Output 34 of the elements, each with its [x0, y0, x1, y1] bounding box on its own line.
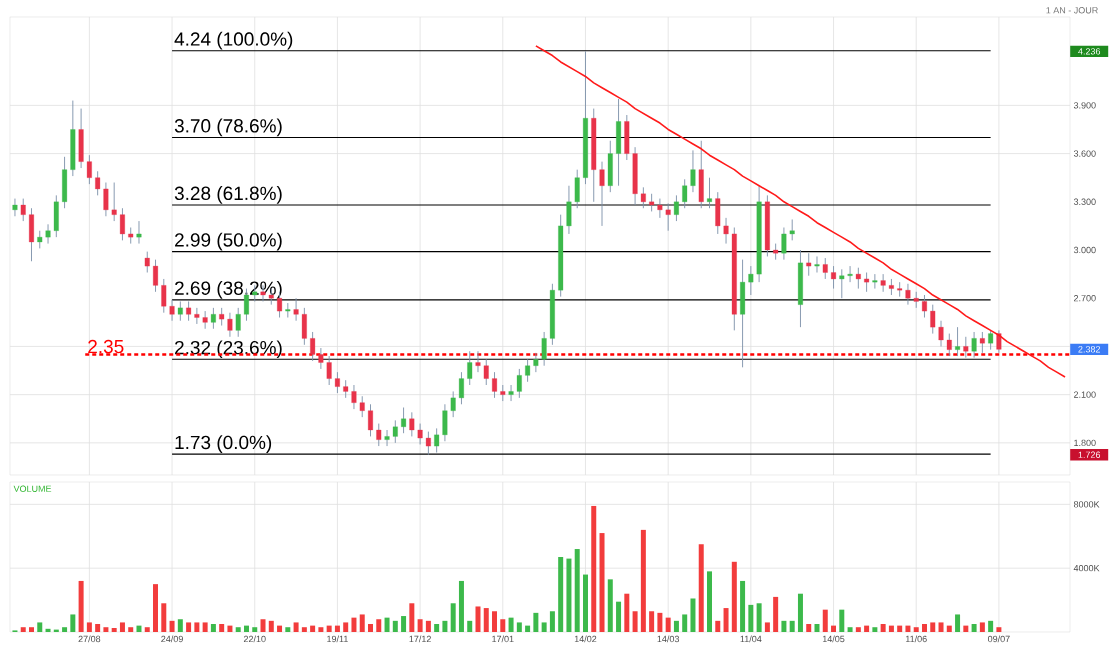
y-tick-label: 3.600 — [1073, 150, 1096, 157]
x-tick-label: 14/05 — [822, 635, 845, 643]
text: 1.726 — [1078, 451, 1101, 458]
ref-line-label: 2.32 (23.6%) — [175, 340, 282, 359]
ref-line-label: 4.24 (100.0%) — [174, 31, 293, 50]
text: 2.382 — [1078, 346, 1101, 353]
x-tick-label: 11/04 — [740, 635, 762, 643]
y-tick-label: 3.900 — [1073, 102, 1096, 109]
ref-line-label: 2.99 (50.0%) — [175, 232, 282, 251]
y-tick-label: 3.300 — [1073, 198, 1096, 205]
ref-line-label: 3.70 (78.6%) — [174, 118, 282, 137]
ref-line-label: 3.28 (61.8%) — [174, 186, 282, 204]
x-tick-label: 14/02 — [574, 635, 597, 643]
y-tick-label: 8000K — [1073, 501, 1100, 508]
x-tick-label: 11/06 — [905, 635, 927, 643]
x-tick-label: 24/09 — [161, 635, 183, 643]
y-tick-label: 2.700 — [1074, 295, 1096, 302]
x-tick-label: 17/01 — [492, 635, 514, 643]
x-tick-label: 17/12 — [409, 635, 431, 643]
ref-line-label: 2.35 — [88, 339, 124, 354]
ref-line-label: 2.69 (38.2%) — [175, 280, 282, 299]
chart-title: VOLUME — [13, 485, 52, 492]
text: 1 AN - JOUR — [1046, 7, 1098, 14]
y-tick-label: 1.800 — [1074, 439, 1096, 447]
ref-line-label: 1.73 (0.0%) — [175, 435, 272, 453]
y-tick-label: 4000K — [1073, 564, 1100, 572]
x-tick-label: 09/07 — [987, 635, 1010, 643]
x-tick-label: 22/10 — [243, 635, 266, 643]
x-tick-label: 14/03 — [657, 635, 680, 643]
x-tick-label: 27/08 — [78, 635, 101, 643]
y-tick-label: 2.100 — [1074, 391, 1096, 398]
x-tick-label: 19/11 — [327, 635, 348, 643]
text: 4.236 — [1078, 48, 1101, 55]
y-tick-label: 3.000 — [1073, 246, 1096, 254]
